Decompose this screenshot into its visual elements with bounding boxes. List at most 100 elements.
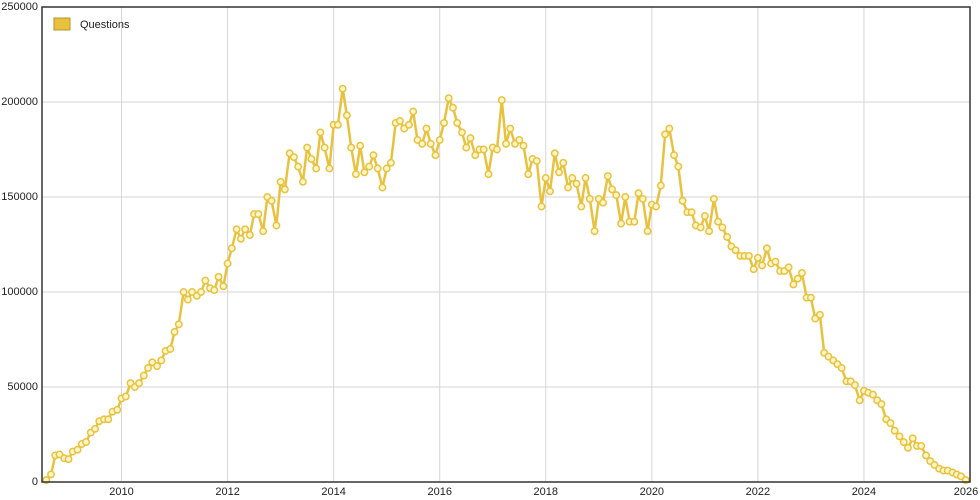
point xyxy=(709,194,718,203)
point xyxy=(869,390,877,399)
point xyxy=(47,470,55,479)
point xyxy=(210,286,219,295)
x-tick-label: 2024 xyxy=(852,486,876,498)
point xyxy=(837,364,846,372)
point xyxy=(113,405,122,414)
point xyxy=(333,120,342,129)
point xyxy=(373,164,382,173)
point xyxy=(82,438,90,447)
point xyxy=(440,118,448,127)
point xyxy=(749,265,758,274)
point xyxy=(617,219,626,228)
point xyxy=(409,107,418,116)
point xyxy=(395,117,404,125)
point xyxy=(135,379,143,388)
point xyxy=(806,293,815,302)
point xyxy=(718,223,727,232)
point xyxy=(643,227,652,236)
point xyxy=(369,151,378,160)
point xyxy=(303,143,312,152)
point xyxy=(426,139,435,148)
point xyxy=(585,194,594,203)
point xyxy=(121,392,130,401)
point xyxy=(453,118,462,127)
point xyxy=(347,143,356,152)
x-tick-label: 2012 xyxy=(215,486,239,498)
point xyxy=(139,371,148,380)
point xyxy=(899,438,908,447)
point xyxy=(197,288,206,296)
point xyxy=(590,227,599,236)
x-tick-label: 2014 xyxy=(321,486,345,498)
point xyxy=(422,124,431,133)
point xyxy=(462,143,471,152)
point xyxy=(444,94,453,103)
point xyxy=(325,164,334,173)
point xyxy=(245,231,254,239)
point xyxy=(471,151,480,160)
point xyxy=(797,269,806,277)
point xyxy=(524,170,533,179)
point xyxy=(890,426,899,435)
plot-border xyxy=(41,6,971,483)
x-tick-label: 2026 xyxy=(954,486,978,498)
plot-area xyxy=(42,7,970,482)
point xyxy=(144,364,153,372)
point xyxy=(289,153,298,162)
point xyxy=(612,191,621,200)
y-tick-label: 150000 xyxy=(1,191,38,203)
point xyxy=(316,128,325,137)
point xyxy=(405,120,413,129)
y-tick-label: 0 xyxy=(32,476,38,488)
point xyxy=(577,202,586,211)
point xyxy=(572,179,581,188)
point xyxy=(223,259,232,268)
point xyxy=(705,227,714,236)
point xyxy=(307,155,316,163)
point xyxy=(214,272,223,281)
point xyxy=(254,210,263,219)
point xyxy=(183,295,192,304)
point xyxy=(771,257,780,266)
point xyxy=(227,244,236,253)
point xyxy=(687,208,696,217)
point xyxy=(895,432,904,441)
point xyxy=(908,434,917,443)
point xyxy=(351,170,360,179)
legend-label: Questions xyxy=(80,19,130,31)
point xyxy=(678,196,687,205)
point xyxy=(342,111,351,120)
point xyxy=(91,424,99,433)
point xyxy=(280,185,289,194)
point xyxy=(700,212,709,220)
point xyxy=(638,194,647,203)
point xyxy=(656,181,665,190)
point xyxy=(236,234,245,243)
point xyxy=(621,193,630,201)
point xyxy=(532,156,541,165)
point xyxy=(917,441,926,450)
point xyxy=(661,130,670,139)
point xyxy=(312,164,321,173)
point xyxy=(758,261,767,270)
point xyxy=(550,149,559,158)
x-tick-label: 2022 xyxy=(746,486,770,498)
point xyxy=(356,141,365,150)
point xyxy=(559,158,568,167)
point xyxy=(259,227,268,236)
point xyxy=(298,177,307,186)
point xyxy=(581,174,590,182)
y-tick-label: 250000 xyxy=(1,1,38,13)
legend-swatch xyxy=(53,17,71,31)
point xyxy=(670,151,679,160)
point xyxy=(568,174,577,182)
point xyxy=(789,280,798,289)
point xyxy=(449,103,457,112)
point xyxy=(815,310,824,319)
point xyxy=(338,84,347,93)
marks xyxy=(42,84,970,485)
point xyxy=(877,400,886,409)
